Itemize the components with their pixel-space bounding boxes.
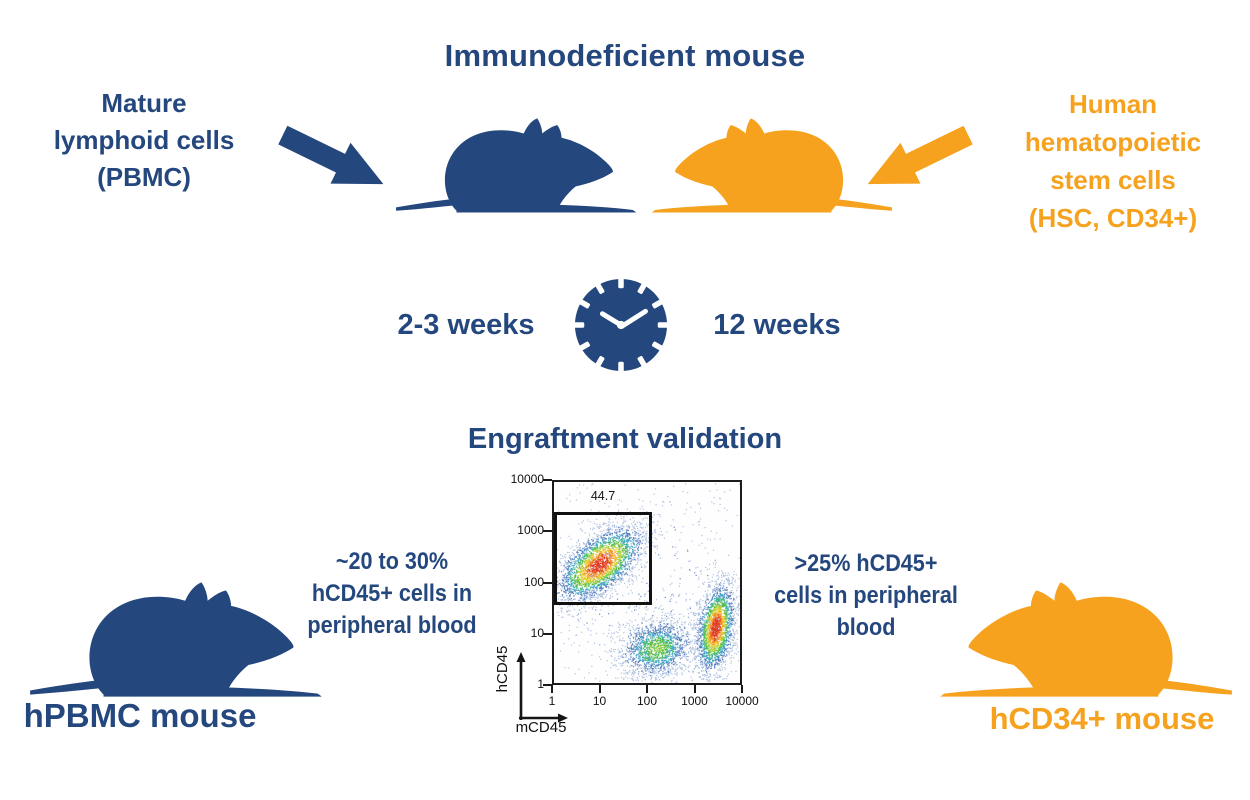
flow-cytometry-plot: 44.7 hCD45 mCD45 10000 1000 100 10 1 1 10 100 10… xyxy=(488,470,818,770)
x-tick-label: 100 xyxy=(636,694,658,708)
x-tick-label: 10000 xyxy=(725,694,759,708)
x-tick-label: 1000 xyxy=(681,694,708,708)
y-tick-label: 10 xyxy=(530,625,544,640)
x-tick-mark xyxy=(598,685,601,693)
validation-heading: Engraftment validation xyxy=(467,423,783,455)
hpbmc-mouse-label: hPBMC mouse xyxy=(23,697,257,734)
injection-arrow-left-icon xyxy=(278,125,384,185)
injection-arrow-right-icon xyxy=(867,125,973,185)
x-tick-mark xyxy=(646,685,648,693)
gate-box xyxy=(554,512,653,606)
weeks-label-pbmc: 2-3 weeks xyxy=(397,309,535,341)
pbmc-input-label: Mature lymphoid cells (PBMC) xyxy=(53,88,235,192)
immunodeficient-mouse-hsc-icon xyxy=(645,108,897,222)
x-tick-label: 10 xyxy=(592,694,607,708)
y-tick-mark xyxy=(543,581,552,584)
immunodeficient-mouse-pbmc-icon xyxy=(391,108,643,222)
x-axis-title: mCD45 xyxy=(515,719,567,736)
y-tick-mark xyxy=(543,479,552,481)
y-tick-label: 1 xyxy=(537,677,544,691)
density-scatter-canvas xyxy=(554,482,740,683)
gate-percentage-label: 44.7 xyxy=(590,489,616,503)
weeks-label-hsc: 12 weeks xyxy=(713,309,841,341)
y-tick-mark xyxy=(543,684,552,686)
y-axis-title: hCD45 xyxy=(494,645,511,693)
x-tick-label: 1 xyxy=(548,694,556,708)
x-tick-mark xyxy=(693,685,696,693)
hcd34-mouse-label: hCD34+ mouse xyxy=(989,701,1215,736)
x-tick-mark xyxy=(551,685,553,693)
y-tick-label: 1000 xyxy=(517,523,544,538)
flow-plot-box: 44.7 xyxy=(552,480,742,685)
hsc-input-label: Human hematopoietic stem cells (HSC, CD3… xyxy=(1024,89,1202,233)
y-tick-label: 100 xyxy=(523,574,544,589)
y-tick-mark xyxy=(543,530,552,533)
y-tick-mark xyxy=(543,632,552,635)
axis-arrows-icon xyxy=(516,652,568,723)
diagram-title: Immunodeficient mouse xyxy=(444,38,806,73)
x-tick-mark xyxy=(741,685,743,693)
clock-icon xyxy=(572,276,670,374)
y-tick-label: 10000 xyxy=(510,472,544,486)
hcd34-mouse-icon xyxy=(932,570,1238,708)
pbmc-engraftment-note: ~20 to 30% hCD45+ cells in peripheral bl… xyxy=(307,548,477,639)
hsc-engraftment-note: >25% hCD45+ cells in peripheral blood xyxy=(774,550,958,641)
hpbmc-mouse-icon xyxy=(24,570,330,708)
